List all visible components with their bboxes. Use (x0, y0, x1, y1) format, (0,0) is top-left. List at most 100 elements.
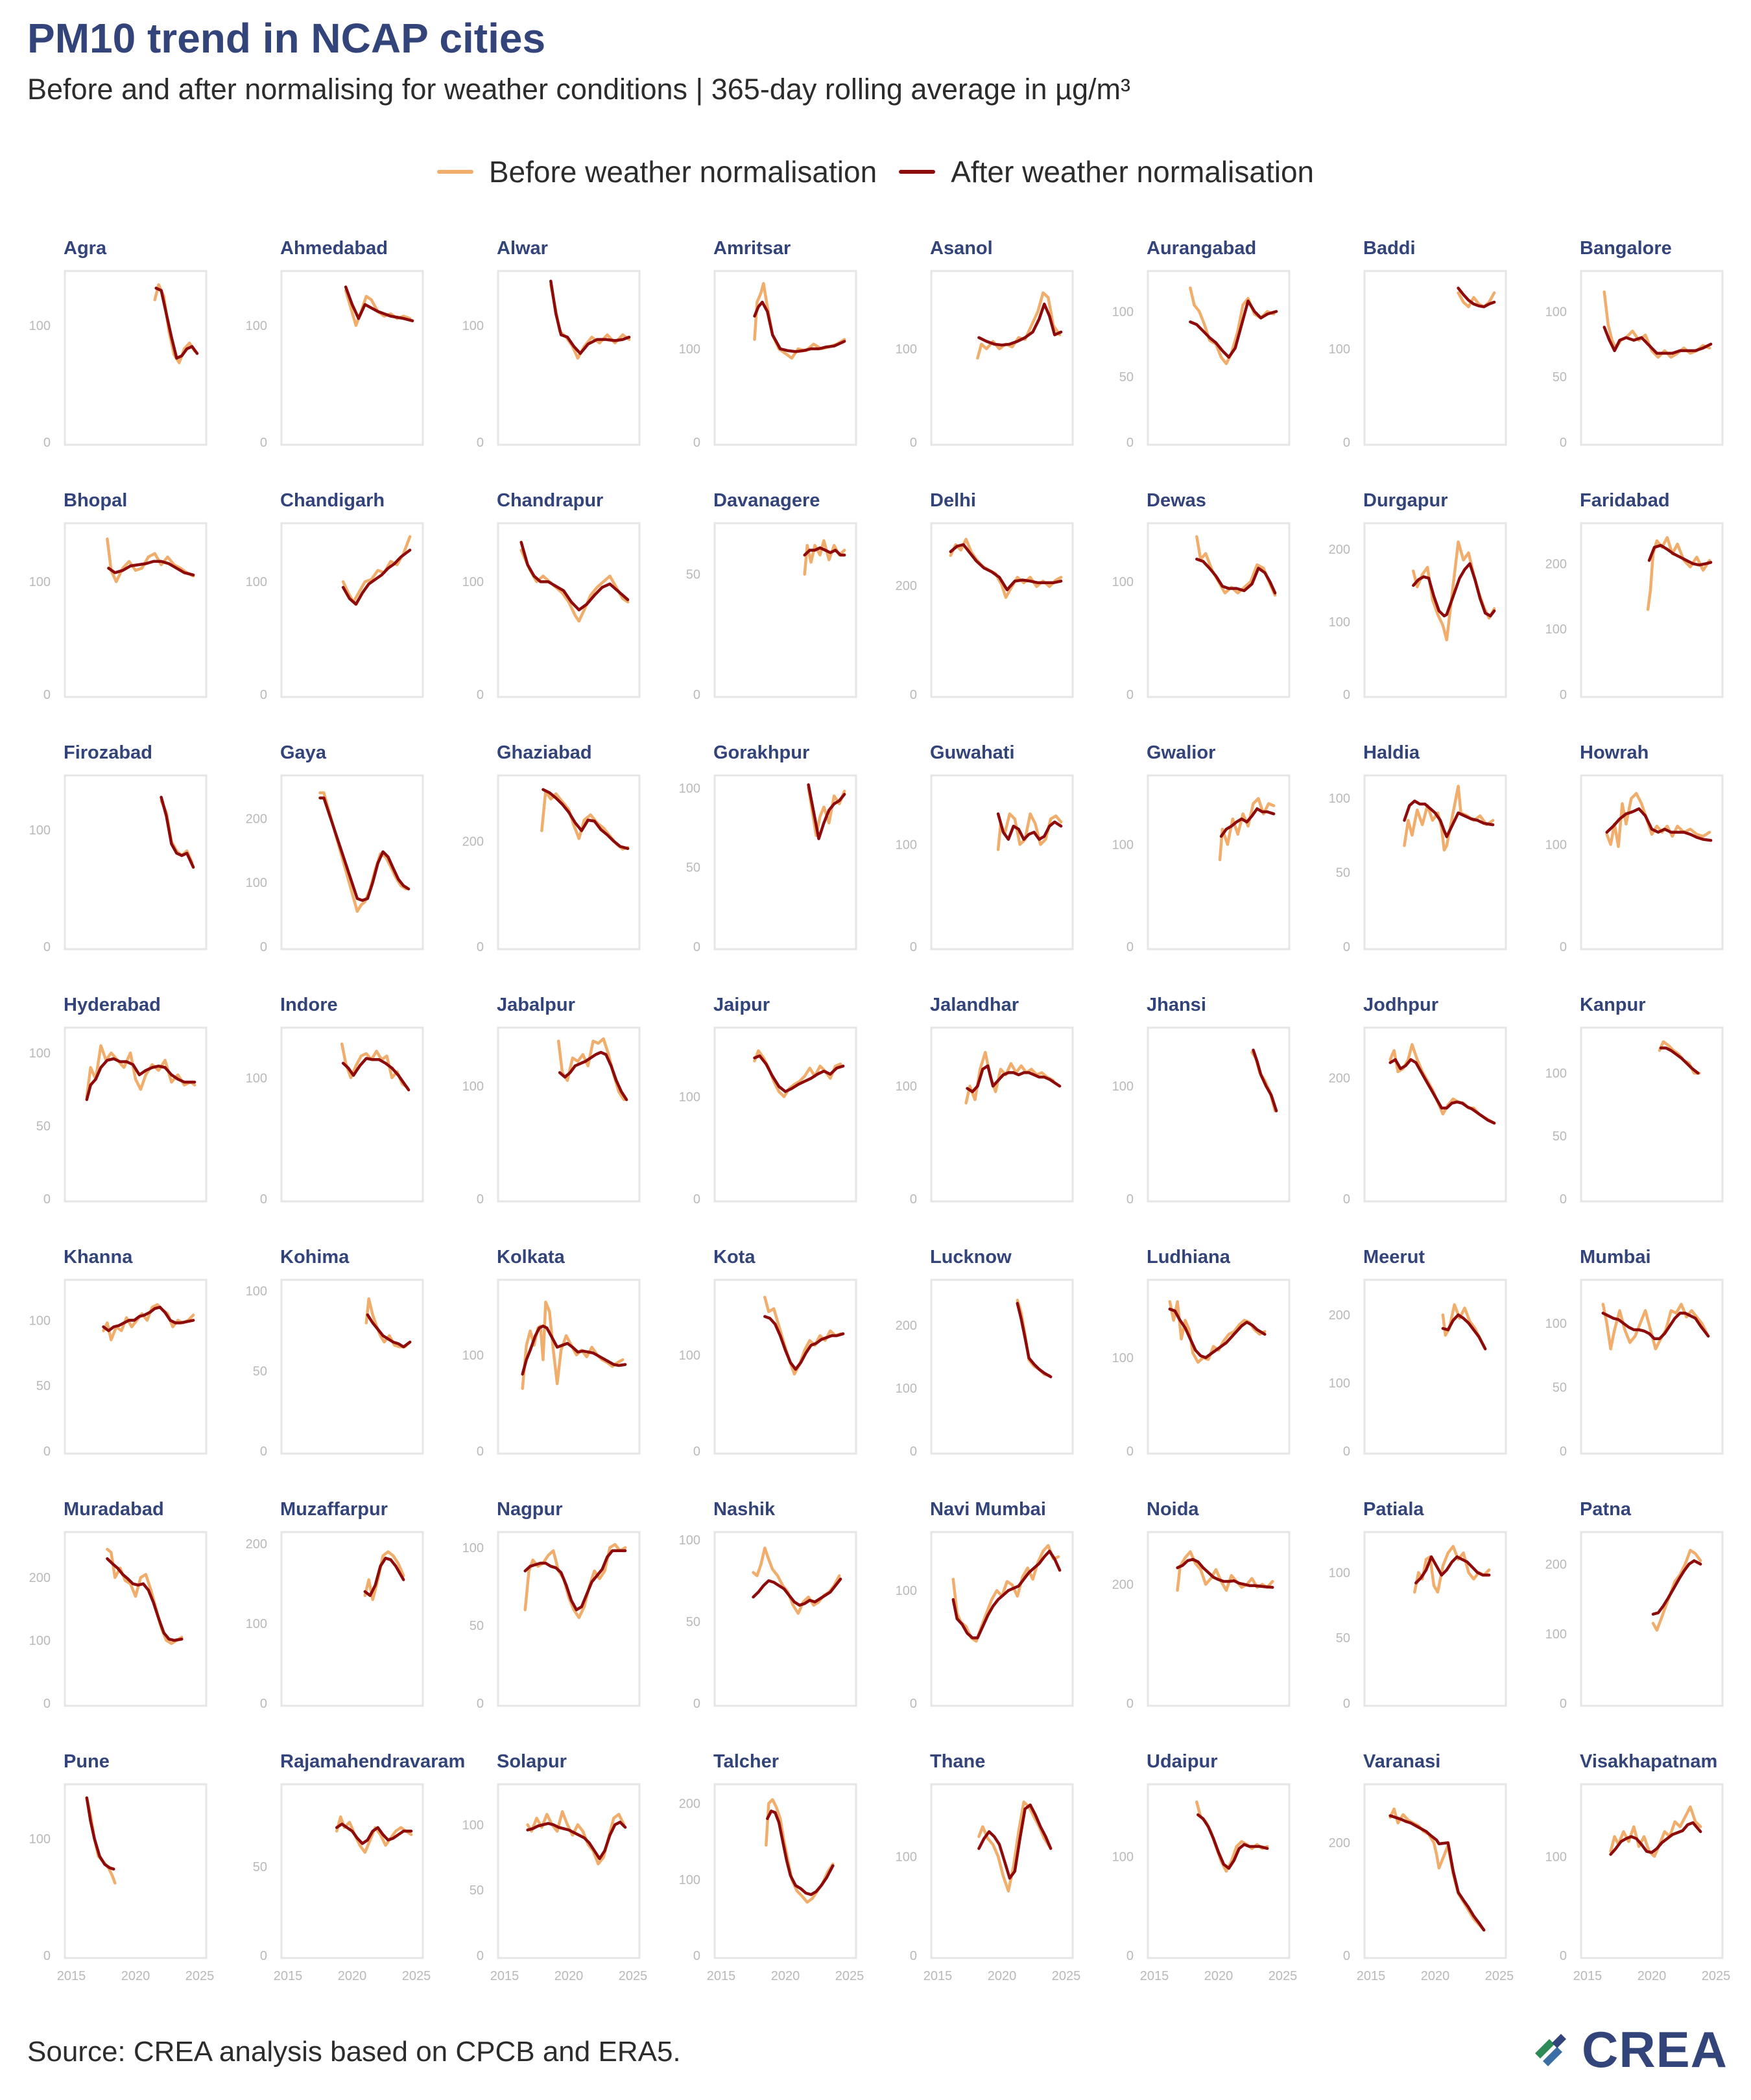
panel-frame (280, 1026, 424, 1203)
legend-item-after: After weather normalisation (899, 154, 1314, 189)
series-line-after (1412, 562, 1496, 618)
panel-frame (1580, 774, 1724, 950)
panel-frame (497, 1783, 641, 1959)
x-tick-label: 2015 (707, 1969, 736, 1983)
y-tick-label: 0 (260, 436, 267, 450)
y-tick-label: 50 (470, 1883, 484, 1898)
series-line-after (335, 1823, 413, 1845)
y-tick-label: 100 (1329, 342, 1350, 357)
panel-frame (930, 1531, 1074, 1707)
panel-frame (64, 1026, 208, 1203)
series-line-before (964, 1050, 1055, 1105)
series-line-after (102, 1305, 195, 1332)
panel-rajamahendravaram: Rajamahendravaram 0 50 2015 2020 2025 (253, 1751, 466, 1983)
panel-city-label: Muradabad (64, 1499, 164, 1520)
panel-city-label: Baddi (1363, 238, 1416, 259)
y-tick-label: 100 (896, 1850, 917, 1864)
y-tick-label: 100 (246, 876, 267, 890)
panel-frame (280, 774, 424, 950)
y-tick-label: 100 (896, 342, 917, 357)
x-tick-label: 2020 (1204, 1969, 1233, 1983)
series-line-after (966, 1064, 1062, 1094)
y-tick-label: 50 (36, 1379, 51, 1393)
y-tick-label: 200 (1329, 1071, 1350, 1085)
panel-faridabad: Faridabad 0 100 200 (1545, 490, 1724, 702)
panel-frame (64, 270, 208, 446)
panel-city-label: Bhopal (64, 490, 127, 511)
series-line-after (1457, 287, 1496, 309)
panel-jaipur: Jaipur 0 100 (679, 995, 857, 1207)
series-line-after (803, 546, 846, 557)
y-tick-label: 0 (910, 688, 917, 702)
panel-city-label: Navi Mumbai (930, 1499, 1046, 1520)
y-tick-label: 100 (1112, 1351, 1134, 1365)
series-line-before (951, 1544, 1060, 1643)
panel-frame (280, 1531, 424, 1707)
panel-frame (1363, 1026, 1507, 1203)
panel-hyderabad: Hyderabad 0 50 100 (29, 995, 208, 1207)
y-tick-label: 100 (29, 319, 51, 333)
y-tick-label: 0 (477, 436, 484, 450)
panel-gorakhpur: Gorakhpur 0 50 100 (679, 742, 857, 954)
y-tick-label: 0 (910, 1445, 917, 1459)
y-tick-label: 50 (253, 1860, 267, 1874)
y-tick-label: 0 (910, 436, 917, 450)
series-line-after (977, 1803, 1053, 1880)
y-tick-label: 0 (1126, 1697, 1134, 1711)
series-line-after (1388, 1814, 1486, 1932)
panel-city-label: Chandigarh (280, 490, 385, 511)
y-tick-label: 200 (1329, 1308, 1350, 1323)
series-line-after (521, 1325, 627, 1376)
panel-kohima: Kohima 0 50 100 (246, 1247, 424, 1459)
series-line-after (1651, 1559, 1702, 1616)
y-tick-label: 0 (910, 940, 917, 954)
panel-frame (64, 774, 208, 950)
y-tick-label: 0 (1126, 940, 1134, 954)
y-tick-label: 100 (29, 823, 51, 838)
panel-city-label: Jhansi (1147, 995, 1206, 1015)
y-tick-label: 100 (679, 1873, 700, 1887)
panel-aurangabad: Aurangabad 0 50 100 (1112, 238, 1291, 450)
y-tick-label: 100 (679, 1533, 700, 1548)
panel-patna: Patna 0 100 200 (1545, 1499, 1724, 1711)
y-tick-label: 50 (1119, 370, 1134, 384)
y-tick-label: 0 (43, 1192, 51, 1207)
series-line-after (1403, 799, 1495, 838)
series-line-before (1601, 1303, 1709, 1351)
panel-frame (280, 1783, 424, 1959)
panel-city-label: Hyderabad (64, 995, 161, 1015)
y-tick-label: 100 (1545, 622, 1567, 637)
panel-kolkata: Kolkata 0 100 (462, 1247, 641, 1459)
panel-city-label: Pune (64, 1751, 110, 1772)
panel-frame (497, 522, 641, 698)
panel-city-label: Faridabad (1580, 490, 1670, 511)
panel-city-label: Patiala (1363, 1499, 1424, 1520)
y-tick-label: 100 (246, 575, 267, 589)
series-line-after (977, 302, 1063, 347)
source-note: Source: CREA analysis based on CPCB and … (27, 2036, 681, 2068)
panel-gaya: Gaya 0 100 200 (246, 742, 424, 954)
panel-kanpur: Kanpur 0 50 100 (1545, 995, 1724, 1207)
y-tick-label: 50 (36, 1120, 51, 1134)
legend-item-before: Before weather normalisation (436, 154, 877, 189)
y-tick-label: 0 (477, 1445, 484, 1459)
panel-jodhpur: Jodhpur 0 200 (1329, 995, 1507, 1207)
panel-city-label: Chandrapur (497, 490, 603, 511)
x-tick-label: 2015 (274, 1969, 303, 1983)
x-tick-label: 2015 (923, 1969, 953, 1983)
x-tick-label: 2015 (1140, 1969, 1169, 1983)
y-tick-label: 200 (246, 812, 267, 826)
y-tick-label: 100 (29, 575, 51, 589)
panel-frame (1363, 774, 1507, 950)
y-tick-label: 100 (1112, 305, 1134, 319)
y-tick-label: 100 (1545, 1627, 1567, 1642)
panel-city-label: Guwahati (930, 742, 1015, 763)
y-tick-label: 0 (260, 940, 267, 954)
y-tick-label: 0 (43, 1949, 51, 1963)
crea-logo: CREA (1530, 2020, 1728, 2079)
y-tick-label: 0 (1560, 688, 1567, 702)
panel-bangalore: Bangalore 0 50 100 (1545, 238, 1724, 450)
series-line-before (341, 535, 412, 604)
y-tick-label: 200 (1329, 1836, 1350, 1850)
series-line-after (106, 1557, 184, 1642)
